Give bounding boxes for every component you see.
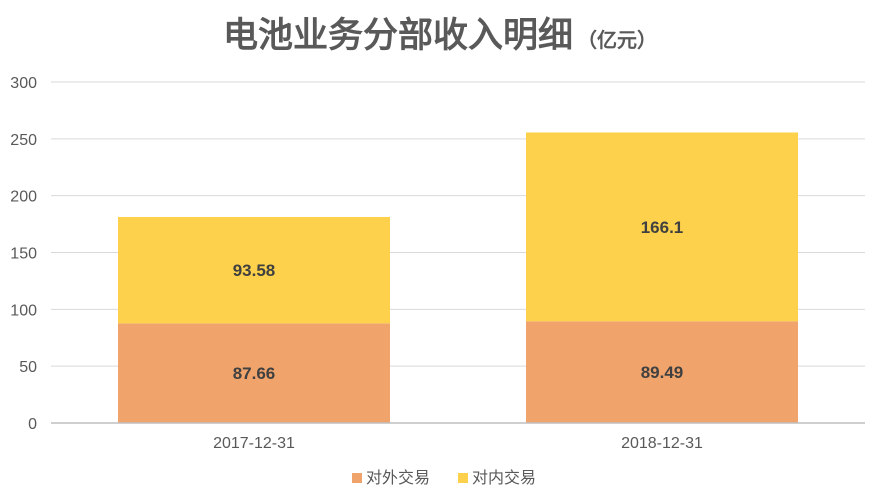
legend-label: 对内交易 (472, 468, 536, 487)
data-label: 166.1 (641, 218, 684, 237)
data-label: 87.66 (233, 364, 276, 383)
legend-item: 对外交易 (352, 468, 430, 487)
bars (118, 132, 798, 423)
legend-label: 对外交易 (366, 468, 430, 487)
bar-segment (118, 323, 390, 423)
data-label: 93.58 (233, 261, 276, 280)
bar-segment (118, 216, 390, 324)
data-labels: 87.66 93.58 89.49 166.1 (233, 218, 684, 383)
y-tick-label: 0 (28, 416, 37, 433)
y-tick-label: 150 (10, 246, 37, 263)
x-tick-label: 2017-12-31 (213, 435, 295, 452)
svg-text:电池业务分部收入明细（亿元）: 电池业务分部收入明细 （亿元） (223, 16, 657, 56)
y-tick-label: 200 (10, 189, 37, 206)
legend: 对外交易 对内交易 (352, 468, 536, 487)
legend-swatch (458, 473, 468, 483)
chart-title: 电池业务分部收入明细 （亿元） (223, 16, 657, 56)
y-axis-ticks: 0 50 100 150 200 250 300 (10, 75, 37, 433)
legend-item: 对内交易 (458, 468, 536, 487)
y-tick-label: 300 (10, 75, 37, 92)
x-tick-label: 2018-12-31 (621, 435, 703, 452)
data-label: 89.49 (641, 363, 684, 382)
legend-swatch (352, 473, 362, 483)
chart-title-unit: （亿元） (577, 28, 657, 52)
x-axis-ticks: 2017-12-31 2018-12-31 (213, 435, 703, 452)
chart-title-text: 电池业务分部收入明细 (223, 16, 573, 56)
y-tick-label: 250 (10, 132, 37, 149)
y-tick-label: 50 (19, 359, 37, 376)
bar-segment (526, 321, 798, 423)
bar-segment (526, 132, 798, 322)
y-tick-label: 100 (10, 302, 37, 319)
